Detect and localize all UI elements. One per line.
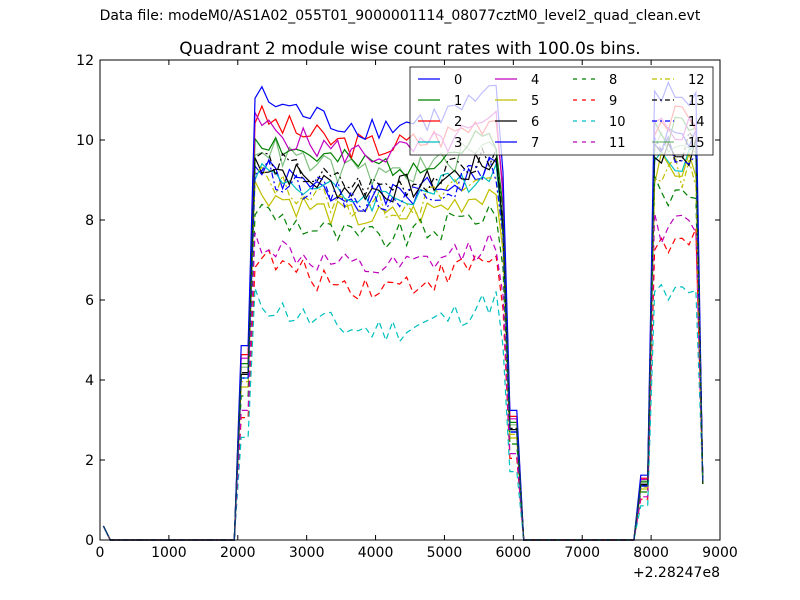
y-tick-label: 0 xyxy=(85,533,94,549)
series-line-12 xyxy=(102,155,704,541)
legend-label-14: 14 xyxy=(688,115,705,130)
series-line-9 xyxy=(102,228,704,541)
x-tick-label: 1000 xyxy=(151,545,187,561)
x-tick-label: 7000 xyxy=(564,545,600,561)
legend-label-3: 3 xyxy=(454,136,462,151)
y-tick-label: 10 xyxy=(76,133,94,149)
x-tick-label: 8000 xyxy=(633,545,669,561)
legend-label-12: 12 xyxy=(688,73,705,88)
x-tick-label: 6000 xyxy=(496,545,532,561)
series-line-6 xyxy=(102,138,704,541)
legend-label-13: 13 xyxy=(688,94,705,109)
series-line-8 xyxy=(102,176,704,541)
legend-label-2: 2 xyxy=(454,115,462,130)
y-tick-label: 8 xyxy=(85,213,94,229)
x-tick-label: 5000 xyxy=(427,545,463,561)
y-tick-label: 6 xyxy=(85,293,94,309)
legend-label-7: 7 xyxy=(531,136,539,151)
x-tick-label: 4000 xyxy=(358,545,394,561)
legend-label-11: 11 xyxy=(609,136,626,151)
series-line-1 xyxy=(102,116,704,541)
y-tick-label: 12 xyxy=(76,53,94,69)
legend-label-10: 10 xyxy=(609,115,626,130)
series-line-0 xyxy=(102,127,704,541)
legend-label-9: 9 xyxy=(609,94,617,109)
x-tick-label: 2000 xyxy=(220,545,256,561)
legend-label-4: 4 xyxy=(531,73,539,88)
legend-label-15: 15 xyxy=(688,136,705,151)
series-line-2 xyxy=(102,104,704,541)
x-tick-label: 9000 xyxy=(702,545,738,561)
legend-label-8: 8 xyxy=(609,73,617,88)
ticks-layer: 0 1000 2000 3000 4000 5000 6000 7000 8000 9000 0 2 4… xyxy=(76,53,738,561)
y-tick-label: 4 xyxy=(85,373,94,389)
legend-label-6: 6 xyxy=(531,115,539,130)
chart-title: Quadrant 2 module wise count rates with … xyxy=(179,39,640,59)
x-offset-label: +2.28247e8 xyxy=(633,565,720,581)
legend-label-5: 5 xyxy=(531,94,539,109)
series-line-14 xyxy=(102,135,704,541)
series-line-11 xyxy=(102,213,704,541)
figure-supertitle: Data file: modeM0/AS1A02_055T01_90000011… xyxy=(99,8,701,24)
x-tick-label: 0 xyxy=(96,545,105,561)
legend-label-0: 0 xyxy=(454,73,462,88)
legend-box xyxy=(409,66,714,156)
series-line-3 xyxy=(102,142,704,541)
x-tick-label: 3000 xyxy=(289,545,325,561)
y-tick-label: 2 xyxy=(85,453,94,469)
series-line-10 xyxy=(102,283,704,541)
legend-label-1: 1 xyxy=(454,94,462,109)
